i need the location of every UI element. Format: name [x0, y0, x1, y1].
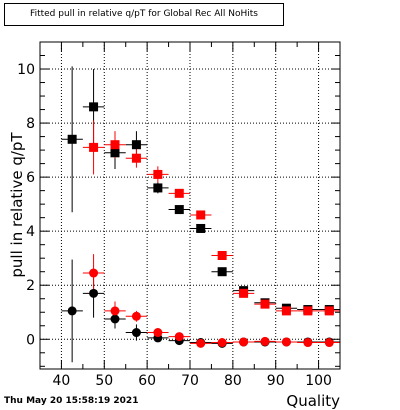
- data-point-square: [153, 169, 163, 179]
- x-tick-label: 40: [53, 373, 71, 389]
- data-point-square: [89, 102, 99, 112]
- data-point-square: [281, 306, 291, 316]
- x-tick-label: 60: [138, 373, 156, 389]
- data-point-circle: [67, 306, 77, 316]
- data-point-square: [239, 288, 249, 298]
- chart-title: Fitted pull in relative q/pT for Global …: [4, 3, 284, 26]
- data-point-circle: [110, 314, 120, 324]
- y-tick-label: 6: [26, 170, 35, 186]
- timestamp: Thu May 20 15:58:19 2021: [4, 396, 139, 406]
- data-point-circle: [303, 338, 313, 348]
- data-point-square: [89, 142, 99, 152]
- data-point-square: [217, 250, 227, 260]
- data-point-square: [217, 267, 227, 277]
- data-point-circle: [196, 338, 206, 348]
- data-point-square: [303, 306, 313, 316]
- x-tick-label: 100: [305, 373, 332, 389]
- data-point-circle: [281, 337, 291, 347]
- x-axis-label: Quality: [286, 392, 340, 410]
- data-point-circle: [110, 306, 120, 316]
- y-tick-label: 8: [26, 116, 35, 132]
- data-point-square: [324, 306, 334, 316]
- data-point-circle: [324, 338, 334, 348]
- y-tick-label: 2: [26, 278, 35, 294]
- x-tick-label: 50: [95, 373, 113, 389]
- data-point-square: [153, 183, 163, 193]
- data-point-circle: [260, 336, 270, 346]
- grid: [40, 42, 340, 369]
- data-point-square: [196, 210, 206, 220]
- axis-ticks: 40 50 60 70 80 90 100 0 2 4 6 8 10: [17, 41, 341, 389]
- y-tick-label: 4: [26, 224, 35, 240]
- x-tick-label: 90: [267, 373, 285, 389]
- data-point-square: [110, 148, 120, 158]
- data-point-circle: [153, 328, 163, 338]
- data-point-circle: [131, 328, 141, 338]
- data-point-circle: [89, 288, 99, 298]
- data-point-circle: [131, 311, 141, 321]
- y-tick-label: 0: [26, 332, 35, 348]
- data-point-square: [196, 223, 206, 233]
- data-point-square: [174, 205, 184, 215]
- data-point-circle: [174, 332, 184, 342]
- data-point-square: [131, 153, 141, 163]
- y-tick-label: 10: [17, 62, 35, 78]
- x-tick-label: 70: [181, 373, 199, 389]
- data-point-circle: [217, 338, 227, 348]
- data-point-square: [67, 134, 77, 144]
- data-point-circle: [89, 268, 99, 278]
- data-point-circle: [239, 337, 249, 347]
- plot-frame: [39, 41, 341, 370]
- y-axis-label: pull in relative q/pT: [8, 132, 26, 278]
- data-point-square: [260, 299, 270, 309]
- x-tick-label: 80: [224, 373, 242, 389]
- data-point-square: [174, 188, 184, 198]
- data-point-square: [131, 140, 141, 150]
- data-markers: [67, 102, 334, 348]
- data-point-square: [110, 140, 120, 150]
